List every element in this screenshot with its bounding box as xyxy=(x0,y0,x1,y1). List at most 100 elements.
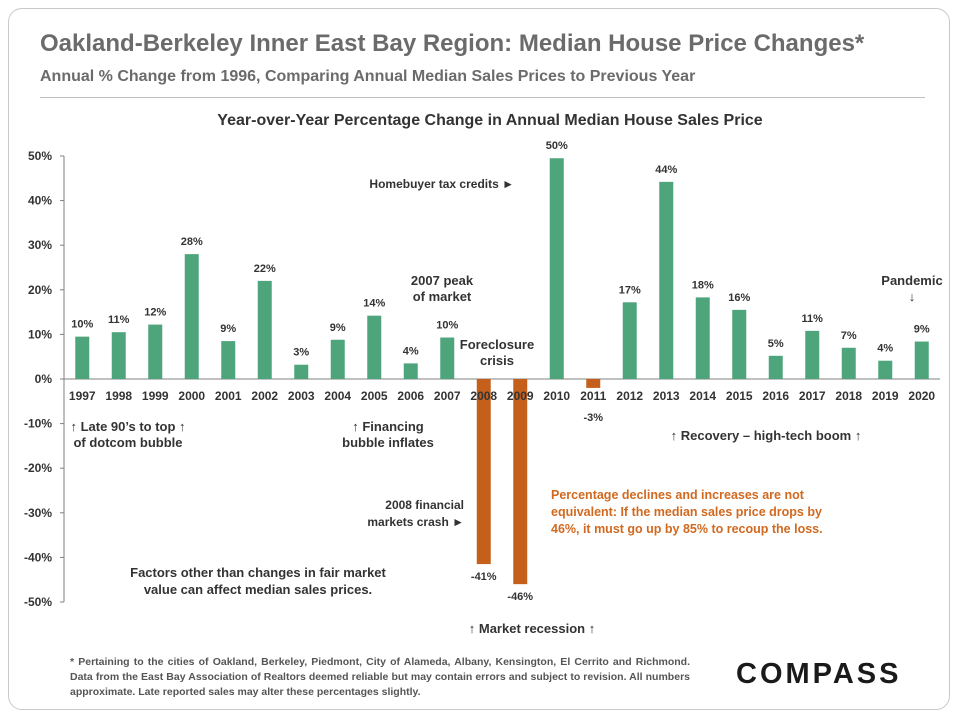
bar-1997 xyxy=(75,336,90,379)
annotation-tax-credits: Homebuyer tax credits ► xyxy=(369,177,514,191)
data-label: 12% xyxy=(144,307,166,319)
data-label: -3% xyxy=(583,412,603,424)
compass-logo: COMPASS xyxy=(736,658,902,690)
data-label: 10% xyxy=(436,320,458,332)
bar-2018 xyxy=(841,347,856,379)
bar-1998 xyxy=(111,332,126,379)
bar-2012 xyxy=(622,302,637,379)
bar-2019 xyxy=(878,360,893,379)
annotation-foreclosure: crisis xyxy=(480,353,514,368)
annotation-financing: bubble inflates xyxy=(342,435,434,450)
page-subtitle: Annual % Change from 1996, Comparing Ann… xyxy=(40,68,696,85)
annotation-financing: ↑ Financing xyxy=(352,419,424,434)
data-label: 50% xyxy=(546,140,568,152)
x-tick-label: 2020 xyxy=(908,389,935,403)
bar-2015 xyxy=(732,309,747,379)
data-label: 11% xyxy=(802,313,824,325)
bar-2005 xyxy=(367,315,382,379)
annotation-pandemic: Pandemic xyxy=(881,273,942,288)
x-tick-label: 2002 xyxy=(251,389,278,403)
annotation-recession: ↑ Market recession ↑ xyxy=(469,621,595,636)
annotation-recovery: ↑ Recovery – high-tech boom ↑ xyxy=(671,428,862,443)
bar-1999 xyxy=(148,324,163,379)
bar-2001 xyxy=(221,341,236,379)
x-tick-label: 2014 xyxy=(689,389,716,403)
bar-2003 xyxy=(294,364,309,379)
bar-2002 xyxy=(257,280,272,379)
y-tick-label: -10% xyxy=(24,417,52,431)
y-tick-label: 20% xyxy=(28,283,52,297)
y-tick-label: 50% xyxy=(28,149,52,163)
bar-2017 xyxy=(805,330,820,379)
data-label: 11% xyxy=(108,314,130,326)
annotation-late-90s: of dotcom bubble xyxy=(73,435,182,450)
bar-2014 xyxy=(695,297,710,379)
annotation-peak-2007: 2007 peak xyxy=(411,273,474,288)
x-tick-label: 1998 xyxy=(105,389,132,403)
data-label: -41% xyxy=(471,571,497,583)
data-label: 9% xyxy=(330,322,346,334)
bar-2016 xyxy=(768,355,783,379)
bar-2008 xyxy=(476,379,491,565)
x-tick-label: 2018 xyxy=(835,389,862,403)
x-tick-label: 2012 xyxy=(616,389,643,403)
annotation-late-90s: ↑ Late 90’s to top ↑ xyxy=(70,419,185,434)
y-tick-label: -30% xyxy=(24,506,52,520)
data-label: 4% xyxy=(403,345,419,357)
annotation-percentage-note: equivalent: If the median sales price dr… xyxy=(551,505,822,519)
data-label: 17% xyxy=(619,284,641,296)
data-label: 18% xyxy=(692,279,714,291)
title-divider xyxy=(40,97,925,98)
footnote: * Pertaining to the cities of Oakland, B… xyxy=(70,656,690,698)
annotation-factors: Factors other than changes in fair marke… xyxy=(130,565,386,580)
x-tick-label: 2006 xyxy=(397,389,424,403)
x-tick-label: 2003 xyxy=(288,389,315,403)
y-tick-label: -40% xyxy=(24,550,52,564)
chart-title: Year-over-Year Percentage Change in Annu… xyxy=(217,112,762,129)
data-label: 9% xyxy=(220,323,236,335)
data-label: 16% xyxy=(728,292,750,304)
x-tick-label: 2004 xyxy=(324,389,351,403)
x-tick-label: 2009 xyxy=(507,389,534,403)
data-label: 9% xyxy=(914,324,930,336)
bar-2020 xyxy=(914,341,929,379)
annotation-percentage-note: 46%, it must go up by 85% to recoup the … xyxy=(551,522,823,536)
x-tick-label: 2016 xyxy=(762,389,789,403)
data-label: 44% xyxy=(655,164,677,176)
x-tick-label: 2019 xyxy=(872,389,899,403)
data-label: 28% xyxy=(181,236,203,248)
x-tick-label: 2017 xyxy=(799,389,826,403)
x-tick-label: 1999 xyxy=(142,389,169,403)
data-label: 4% xyxy=(877,343,893,355)
data-label: 14% xyxy=(363,298,385,310)
x-tick-label: 2008 xyxy=(470,389,497,403)
x-tick-label: 2010 xyxy=(543,389,570,403)
annotation-foreclosure: Foreclosure xyxy=(460,337,534,352)
annotation-pandemic: ↓ xyxy=(909,289,916,304)
y-tick-label: 0% xyxy=(35,372,53,386)
bar-2004 xyxy=(330,339,345,379)
x-tick-label: 2001 xyxy=(215,389,242,403)
annotation-factors: value can affect median sales prices. xyxy=(144,582,372,597)
x-tick-label: 2000 xyxy=(178,389,205,403)
x-tick-label: 2013 xyxy=(653,389,680,403)
data-label: 22% xyxy=(254,263,276,275)
data-label: -46% xyxy=(507,591,533,603)
bar-2013 xyxy=(659,181,674,379)
slide-card xyxy=(8,8,950,710)
annotation-financial-crash: 2008 financial xyxy=(385,498,464,512)
data-label: 10% xyxy=(71,319,93,331)
bar-2010 xyxy=(549,158,564,379)
x-tick-label: 1997 xyxy=(69,389,96,403)
y-tick-label: 10% xyxy=(28,327,52,341)
bar-2000 xyxy=(184,254,199,379)
y-tick-label: -50% xyxy=(24,595,52,609)
x-tick-label: 2007 xyxy=(434,389,461,403)
annotation-peak-2007: of market xyxy=(413,289,472,304)
page-title: Oakland-Berkeley Inner East Bay Region: … xyxy=(40,30,865,57)
x-tick-label: 2011 xyxy=(580,389,606,403)
x-tick-label: 2005 xyxy=(361,389,388,403)
data-label: 3% xyxy=(293,347,309,359)
y-tick-label: -20% xyxy=(24,461,52,475)
